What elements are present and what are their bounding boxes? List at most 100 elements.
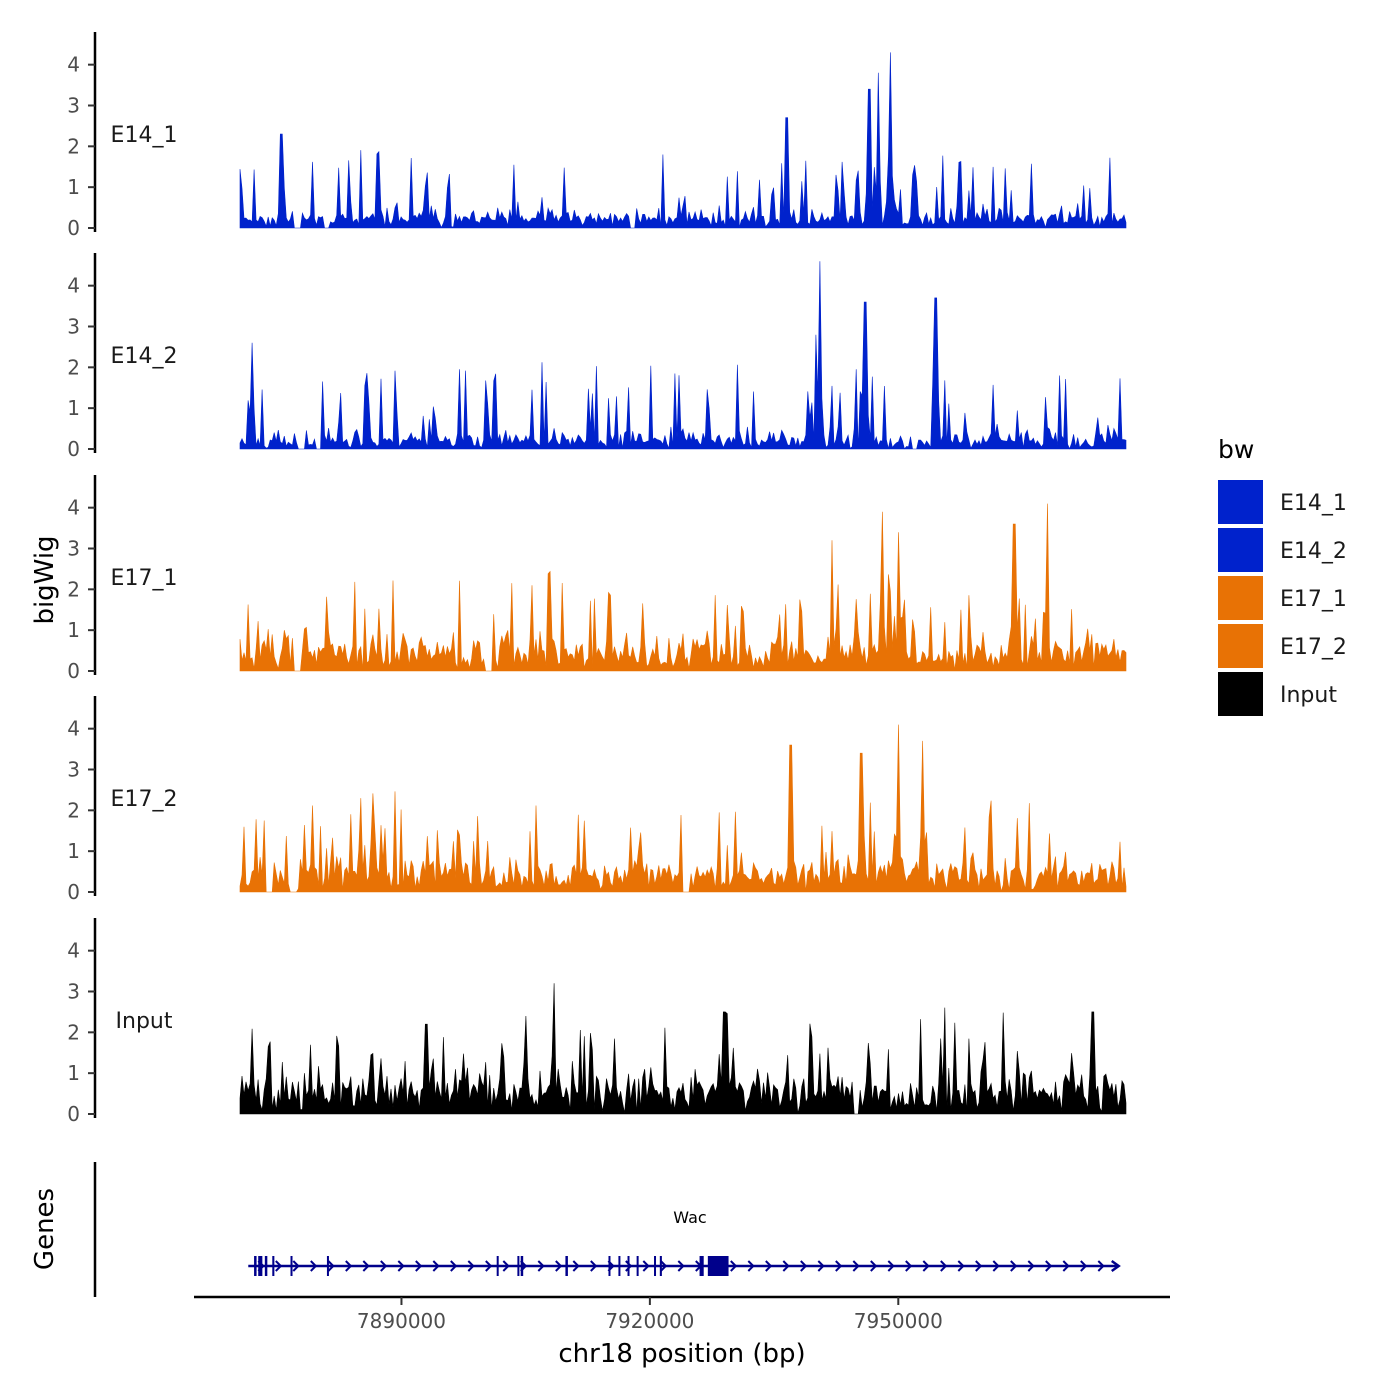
x-tick-label: 7890000 <box>357 1309 446 1333</box>
track-label-input: Input <box>116 1009 173 1034</box>
gene-exon <box>618 1256 621 1276</box>
gene-strand-arrow <box>730 1260 738 1272</box>
gene-strand-arrow <box>747 1260 755 1272</box>
legend-key-e14-2 <box>1218 528 1263 572</box>
gene-strand-arrow <box>957 1260 965 1272</box>
gene-strand-arrow <box>292 1260 300 1272</box>
gene-strand-arrow <box>1097 1260 1105 1272</box>
gene-strand-arrow <box>415 1260 423 1272</box>
legend: bw E14_1 E14_2 E17_1 E17_2 Input <box>1218 435 1347 716</box>
signal-area-e14-2 <box>239 261 1127 450</box>
gene-strand-arrow <box>362 1260 370 1272</box>
x-axis-title: chr18 position (bp) <box>558 1339 805 1369</box>
legend-label-e14-1: E14_1 <box>1280 491 1347 516</box>
gene-strand-arrow <box>870 1260 878 1272</box>
gene-strand-arrow <box>852 1260 860 1272</box>
x-tick-label: 7950000 <box>854 1309 943 1333</box>
y-tick-label: 1 <box>67 839 80 863</box>
gene-strand-arrow <box>590 1260 598 1272</box>
legend-label-e17-2: E17_2 <box>1280 635 1347 660</box>
gene-exon <box>565 1256 568 1276</box>
gene-strand-arrow <box>887 1260 895 1272</box>
y-tick-label: 1 <box>67 1061 80 1085</box>
y-tick-label: 4 <box>67 496 80 520</box>
gene-strand-arrow <box>992 1260 1000 1272</box>
gene-strand-arrow <box>310 1260 318 1272</box>
gene-strand-arrow <box>467 1260 475 1272</box>
gene-strand-arrow <box>432 1260 440 1272</box>
y-tick-label: 1 <box>67 175 80 199</box>
gene-strand-arrow <box>1062 1260 1070 1272</box>
gene-strand-arrow <box>380 1260 388 1272</box>
gene-strand-arrow <box>677 1260 685 1272</box>
gene-strand-arrow <box>817 1260 825 1272</box>
gene-strand-arrow <box>905 1260 913 1272</box>
y-tick-label: 4 <box>67 939 80 963</box>
gene-model <box>248 1256 1121 1276</box>
gene-strand-arrow <box>940 1260 948 1272</box>
gene-exon <box>254 1256 257 1276</box>
legend-key-e14-1 <box>1218 480 1263 524</box>
y-tick-label: 2 <box>67 355 80 379</box>
y-tick-label: 3 <box>67 94 80 118</box>
track-label-e14-2: E14_2 <box>111 344 178 369</box>
gene-strand-arrow <box>327 1260 335 1272</box>
legend-key-e17-1 <box>1218 576 1263 620</box>
gene-strand-arrow <box>975 1260 983 1272</box>
track-label-e17-2: E17_2 <box>111 787 178 812</box>
gene-strand-arrow <box>625 1260 633 1272</box>
gene-exon <box>707 1256 729 1276</box>
track-e17-1: E17_1 0 1 2 3 4 <box>67 475 1127 683</box>
y-axis-title: bigWig <box>30 535 60 624</box>
y-tick-label: 4 <box>67 717 80 741</box>
y-tick-label: 4 <box>67 274 80 298</box>
gene-exon <box>326 1256 329 1276</box>
gene-end-arrow <box>1110 1259 1121 1273</box>
gene-strand-arrow <box>1080 1260 1088 1272</box>
legend-title: bw <box>1218 435 1254 464</box>
gene-strand-arrow <box>1045 1260 1053 1272</box>
gene-strand-arrow <box>345 1260 353 1272</box>
gene-exon <box>608 1256 611 1276</box>
y-tick-label: 0 <box>67 1102 80 1126</box>
y-tick-label: 3 <box>67 980 80 1004</box>
legend-label-e14-2: E14_2 <box>1280 539 1347 564</box>
signal-area-input <box>239 983 1127 1115</box>
genes-panel: Genes Wac <box>30 1162 1121 1297</box>
gene-strand-arrow <box>782 1260 790 1272</box>
y-tick-label: 3 <box>67 315 80 339</box>
gene-strand-arrow <box>642 1260 650 1272</box>
gene-strand-arrow <box>485 1260 493 1272</box>
x-axis: 7890000 7920000 7950000 chr18 position (bp… <box>194 1295 1170 1369</box>
gene-strand-arrow <box>765 1260 773 1272</box>
y-tick-label: 3 <box>67 537 80 561</box>
x-tick-label: 7920000 <box>605 1309 694 1333</box>
gene-strand-arrow <box>660 1260 668 1272</box>
gene-strand-arrow <box>537 1260 545 1272</box>
signal-area-e14-1 <box>239 52 1127 229</box>
gene-strand-arrow <box>922 1260 930 1272</box>
gene-exon <box>659 1256 662 1276</box>
y-tick-label: 2 <box>67 1020 80 1044</box>
track-e14-1: E14_1 0 1 2 3 4 <box>67 32 1127 240</box>
gene-strand-arrow <box>1027 1260 1035 1272</box>
legend-label-input: Input <box>1280 683 1337 708</box>
gene-strand-arrow <box>502 1260 510 1272</box>
gene-strand-arrow <box>1010 1260 1018 1272</box>
y-tick-label: 0 <box>67 659 80 683</box>
gene-exon <box>627 1256 630 1276</box>
y-tick-label: 2 <box>67 577 80 601</box>
gene-exon <box>654 1256 657 1276</box>
gene-strand-arrow <box>555 1260 563 1272</box>
gene-strand-arrow <box>450 1260 458 1272</box>
signal-area-e17-2 <box>239 724 1127 893</box>
y-tick-label: 2 <box>67 798 80 822</box>
legend-label-e17-1: E17_1 <box>1280 587 1347 612</box>
legend-key-input <box>1218 672 1263 716</box>
gene-strand-arrow <box>835 1260 843 1272</box>
y-tick-label: 1 <box>67 618 80 642</box>
gene-exon <box>520 1256 524 1276</box>
y-tick-label: 1 <box>67 396 80 420</box>
gene-exon <box>272 1256 275 1276</box>
